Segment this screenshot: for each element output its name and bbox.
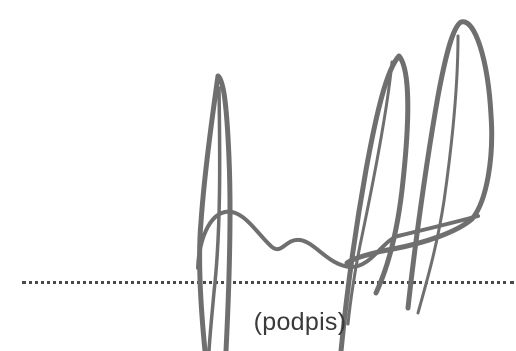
- signature-caption: (podpis): [253, 308, 347, 336]
- signature-line: [22, 281, 514, 284]
